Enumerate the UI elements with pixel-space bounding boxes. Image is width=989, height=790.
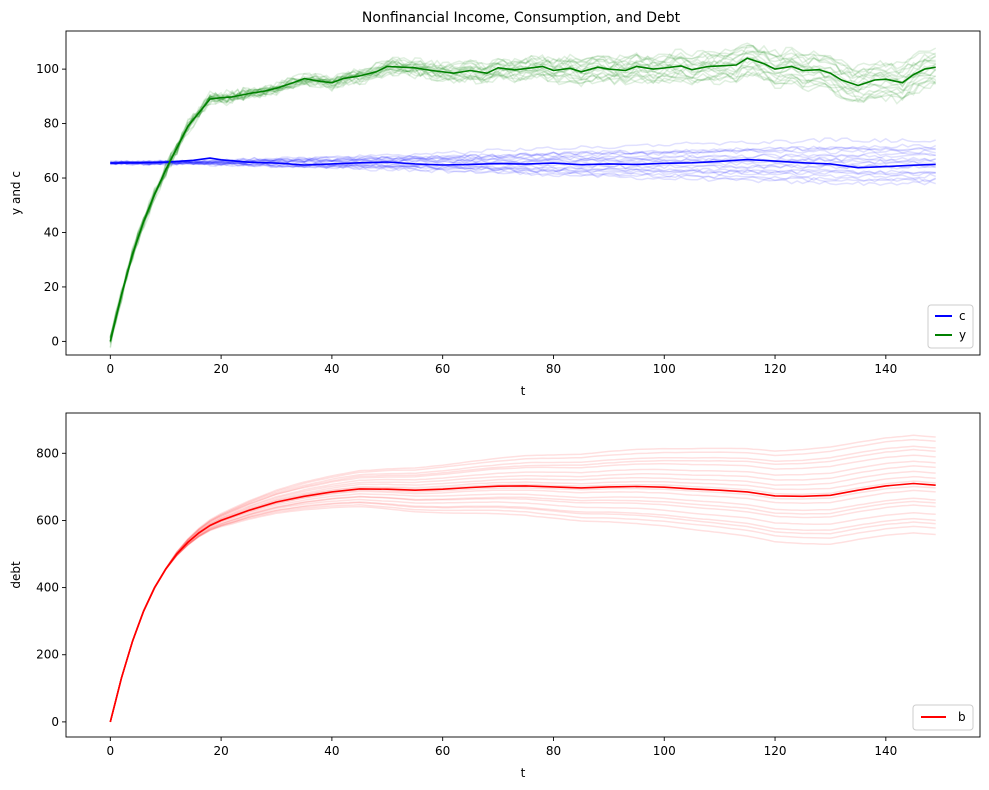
bottom-simulation-paths <box>109 434 936 723</box>
simulation-path-y <box>109 50 936 340</box>
simulation-path-y <box>109 42 936 339</box>
x-tick-label: 140 <box>874 744 897 758</box>
x-tick-label: 80 <box>546 362 561 376</box>
simulation-path-y <box>109 44 937 339</box>
simulation-path-b <box>109 448 936 723</box>
y-tick-label: 200 <box>36 648 59 662</box>
simulation-path-c <box>109 160 936 176</box>
simulation-path-c <box>110 137 936 166</box>
simulation-path-b <box>109 454 936 723</box>
bottom-axis-ticks: 0 20 40 60 80 100 120 140 0 200 400 600 800 <box>36 446 897 758</box>
bottom-plot-frame <box>65 412 981 738</box>
x-tick-label: 100 <box>653 744 676 758</box>
simulation-path-y <box>109 60 937 337</box>
bottom-x-axis-label: t <box>521 766 526 780</box>
x-tick-label: 0 <box>106 362 114 376</box>
simulation-path-c <box>110 159 936 175</box>
simulation-path-b <box>109 504 936 723</box>
x-tick-label: 80 <box>546 744 561 758</box>
x-tick-label: 40 <box>324 362 339 376</box>
y-tick-label: 60 <box>44 171 59 185</box>
simulation-path-b <box>109 475 936 723</box>
simulation-path-y <box>109 57 936 339</box>
x-tick-label: 20 <box>213 744 228 758</box>
simulation-path-b <box>109 492 936 723</box>
y-tick-label: 100 <box>36 62 59 76</box>
simulation-path-y <box>109 67 937 337</box>
simulation-path-b <box>109 505 936 723</box>
x-tick-label: 20 <box>213 362 228 376</box>
chart-title: Nonfinancial Income, Consumption, and De… <box>362 10 681 26</box>
top-highlighted-lines <box>109 57 936 342</box>
top-legend-box <box>927 304 974 349</box>
simulation-path-b <box>109 496 936 723</box>
legend-label-y: y <box>959 328 966 342</box>
simulation-path-c <box>110 159 936 183</box>
x-tick-label: 140 <box>874 362 897 376</box>
series-line-c <box>110 157 936 169</box>
simulation-path-b <box>109 460 936 723</box>
simulation-path-y <box>109 68 937 345</box>
simulation-path-y <box>109 56 937 343</box>
simulation-path-b <box>109 501 936 723</box>
simulation-path-b <box>109 438 936 723</box>
simulation-path-b <box>109 465 936 723</box>
simulation-path-b <box>109 495 936 723</box>
bottom-highlighted-lines <box>109 482 936 723</box>
simulation-path-y <box>109 70 936 343</box>
simulation-path-c <box>110 160 936 170</box>
y-tick-label: 40 <box>44 225 59 239</box>
simulation-path-y <box>109 45 936 340</box>
simulation-path-b <box>109 485 936 723</box>
y-tick-label: 80 <box>44 117 59 131</box>
y-tick-label: 800 <box>36 446 59 460</box>
simulation-path-c <box>110 146 936 165</box>
y-tick-label: 600 <box>36 513 59 527</box>
top-legend: c y <box>927 304 974 349</box>
legend-label-c: c <box>959 309 966 323</box>
series-line-y <box>109 57 936 342</box>
top-y-axis-label: y and c <box>9 171 23 215</box>
top-x-axis-label: t <box>521 384 526 398</box>
simulation-path-c <box>110 157 936 166</box>
y-tick-label: 0 <box>51 334 59 348</box>
series-line-b <box>109 482 936 723</box>
income-consumption-panel: Nonfinancial Income, Consumption, and De… <box>9 10 981 398</box>
simulation-path-b <box>109 470 936 723</box>
simulation-path-y <box>109 50 936 339</box>
simulation-path-b <box>109 498 936 723</box>
simulation-path-b <box>109 445 936 723</box>
simulation-path-b <box>109 501 936 723</box>
x-tick-label: 60 <box>435 362 450 376</box>
x-tick-label: 40 <box>324 744 339 758</box>
simulation-path-c <box>109 160 936 187</box>
simulation-path-y <box>109 44 937 338</box>
x-tick-label: 120 <box>764 362 787 376</box>
simulation-path-b <box>109 434 936 723</box>
top-axis-ticks: 0 20 40 60 80 100 120 140 0 20 40 60 80 100 <box>36 62 897 376</box>
x-tick-label: 0 <box>106 744 114 758</box>
simulation-path-y <box>109 67 936 344</box>
simulation-path-c <box>110 143 937 166</box>
bottom-legend: b <box>912 704 974 731</box>
y-tick-label: 20 <box>44 280 59 294</box>
simulation-path-c <box>110 160 936 170</box>
x-tick-label: 120 <box>764 744 787 758</box>
x-tick-label: 100 <box>653 362 676 376</box>
top-plot-frame <box>65 30 981 356</box>
simulation-path-c <box>110 161 936 177</box>
bottom-y-axis-label: debt <box>9 561 23 589</box>
y-tick-label: 0 <box>51 715 59 729</box>
debt-panel: 0 20 40 60 80 100 120 140 0 200 400 600 800 t debt b <box>9 412 981 780</box>
simulation-path-y <box>109 63 936 341</box>
simulation-path-c <box>110 160 937 183</box>
y-tick-label: 400 <box>36 581 59 595</box>
simulation-path-y <box>109 53 936 349</box>
legend-label-b: b <box>958 710 966 724</box>
x-tick-label: 60 <box>435 744 450 758</box>
simulation-path-y <box>109 49 937 338</box>
